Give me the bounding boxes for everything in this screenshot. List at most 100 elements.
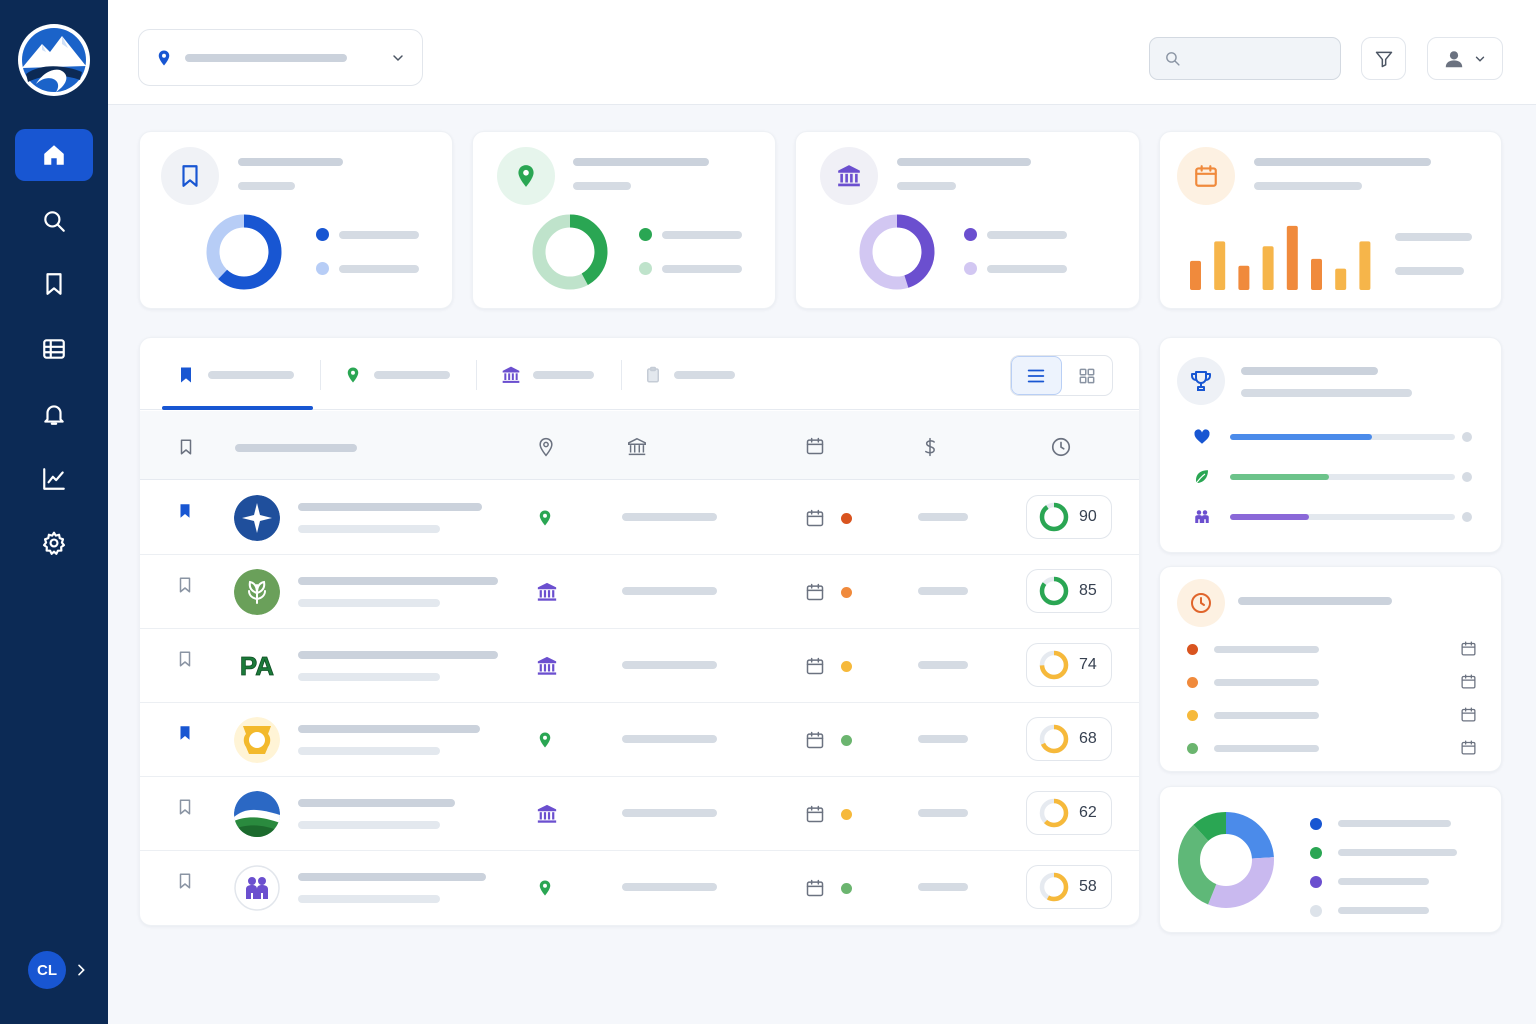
- active-tab-indicator: [162, 406, 313, 410]
- location-selector[interactable]: [138, 29, 423, 86]
- nav-home[interactable]: [15, 129, 93, 181]
- stat-title-placeholder: [238, 158, 343, 166]
- status-dot: [841, 660, 852, 672]
- nav-analytics[interactable]: [15, 453, 93, 505]
- bank-icon[interactable]: [626, 436, 648, 458]
- row-bookmark-toggle[interactable]: [176, 696, 194, 770]
- nav-search[interactable]: [15, 195, 93, 247]
- list-view-button[interactable]: [1011, 356, 1062, 395]
- score-value: 62: [1079, 804, 1097, 821]
- row-bookmark-toggle[interactable]: [176, 474, 194, 548]
- row-type-icon: [536, 481, 554, 555]
- search-icon: [44, 211, 65, 232]
- table-header: [140, 411, 1139, 480]
- stat-card-bookmarks[interactable]: [139, 131, 453, 309]
- row-bookmark-toggle[interactable]: [176, 770, 194, 844]
- tab-documents[interactable]: [644, 360, 735, 390]
- nav-settings[interactable]: [15, 517, 93, 569]
- column-header-name-placeholder[interactable]: [235, 444, 357, 452]
- bookmark-icon[interactable]: [177, 437, 195, 457]
- table-row[interactable]: 62: [140, 777, 1139, 851]
- leaderboard-bar-fill: [1230, 514, 1309, 520]
- calendar-icon[interactable]: [805, 436, 825, 456]
- stat-card-institutions[interactable]: [795, 131, 1140, 309]
- deadline-label-placeholder: [1214, 745, 1319, 752]
- people-icon: [1195, 510, 1209, 523]
- table-row[interactable]: 85: [140, 555, 1139, 629]
- gear-icon: [42, 531, 66, 555]
- map-pin-icon[interactable]: [536, 436, 556, 458]
- score-ring: [1039, 502, 1069, 532]
- row-amount-placeholder: [918, 661, 968, 669]
- score-value: 68: [1079, 730, 1097, 747]
- deadline-status-dot: [1187, 743, 1198, 754]
- app-logo[interactable]: [16, 22, 92, 98]
- search-box[interactable]: [1149, 37, 1341, 80]
- tab-divider: [476, 360, 477, 390]
- table-row[interactable]: 58: [140, 851, 1139, 925]
- stat-donut-chart: [859, 214, 935, 290]
- deadlines-card[interactable]: [1159, 566, 1502, 772]
- legend-label-placeholder: [987, 231, 1067, 239]
- distribution-card[interactable]: [1159, 786, 1502, 933]
- clock-icon[interactable]: [1050, 436, 1072, 458]
- stat-card-icon-tile: [497, 147, 555, 205]
- row-title-placeholder: [298, 799, 455, 807]
- status-dot: [841, 734, 852, 746]
- row-bookmark-toggle[interactable]: [176, 844, 194, 918]
- score-value: 85: [1079, 582, 1097, 599]
- trend-bar: [1214, 241, 1226, 290]
- bank-icon: [537, 656, 557, 675]
- deadlines-title-placeholder: [1238, 597, 1392, 605]
- leaderboard-bar-track: [1230, 474, 1455, 480]
- organization-logo: [234, 717, 280, 763]
- tab-institutions[interactable]: [501, 360, 594, 390]
- score-badge: 68: [1026, 717, 1112, 761]
- leaderboard-end-dot: [1462, 512, 1472, 522]
- organization-logo: [234, 865, 280, 911]
- location-value-placeholder: [185, 53, 347, 62]
- score-badge: 74: [1026, 643, 1112, 687]
- row-amount-placeholder: [918, 513, 968, 521]
- table-row[interactable]: 68: [140, 703, 1139, 777]
- score-ring: [1039, 798, 1069, 828]
- row-title-placeholder: [298, 651, 498, 659]
- nav-notifications[interactable]: [15, 388, 93, 440]
- tab-locations[interactable]: [344, 360, 450, 390]
- sidebar-expand-button[interactable]: [72, 960, 90, 980]
- nav-bookmarks[interactable]: [15, 258, 93, 310]
- calendar-icon: [806, 731, 824, 749]
- map-pin-icon: [539, 880, 551, 896]
- dollar-icon[interactable]: [920, 436, 940, 458]
- trend-card[interactable]: [1159, 131, 1502, 309]
- score-ring: [1039, 872, 1069, 902]
- row-bookmark-toggle[interactable]: [176, 548, 194, 622]
- stat-card-locations[interactable]: [472, 131, 776, 309]
- deadline-label-placeholder: [1214, 646, 1319, 653]
- leaderboard-card[interactable]: [1159, 337, 1502, 553]
- organization-logo: [234, 791, 280, 837]
- row-institution-placeholder: [622, 587, 717, 595]
- bank-icon: [502, 366, 520, 383]
- legend-dot: [1310, 818, 1322, 830]
- table-row[interactable]: PA 74: [140, 629, 1139, 703]
- bookmark-filled-icon: [180, 726, 190, 740]
- tab-divider: [320, 360, 321, 390]
- row-amount-placeholder: [918, 735, 968, 743]
- row-bookmark-toggle[interactable]: [176, 622, 194, 696]
- results-table-card: 90 85 PA 74 68 62 58: [139, 337, 1140, 926]
- grid-view-button[interactable]: [1062, 356, 1112, 395]
- user-menu-button[interactable]: [1427, 37, 1503, 80]
- tab-saved[interactable]: [176, 360, 294, 390]
- user-avatar[interactable]: CL: [28, 951, 66, 989]
- table-row[interactable]: 90: [140, 481, 1139, 555]
- deadline-status-dot: [1187, 677, 1198, 688]
- search-input[interactable]: [1189, 50, 1339, 67]
- calendar-icon: [1461, 707, 1476, 722]
- trend-bar: [1190, 260, 1201, 290]
- bookmark-icon: [179, 873, 191, 889]
- nav-table[interactable]: [15, 323, 93, 375]
- deadline-label-placeholder: [1214, 679, 1319, 686]
- filter-button[interactable]: [1361, 37, 1406, 80]
- bookmark-icon: [181, 367, 191, 383]
